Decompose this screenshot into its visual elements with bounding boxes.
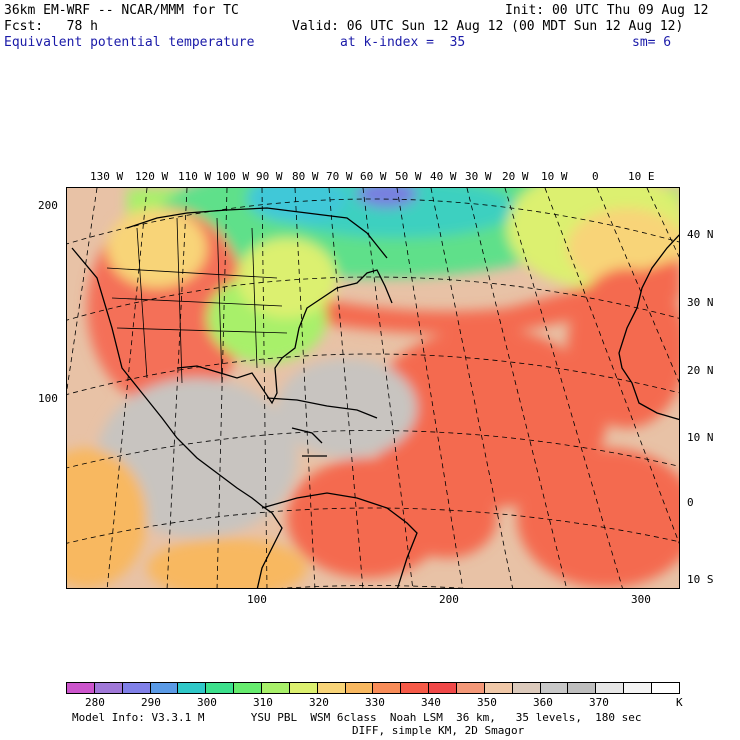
colorbar-label: 340 [421,696,441,709]
grid-y-label: 100 [38,392,58,405]
colorbar-label: 370 [589,696,609,709]
lon-label: 50 W [395,170,422,183]
lon-label: 10 E [628,170,655,183]
colorbar-swatch [150,683,179,693]
colorbar-swatch [652,683,679,693]
colorbar-swatch [122,683,151,693]
colorbar-swatch [94,683,123,693]
theta-e-map [66,187,680,589]
colorbar-swatch [512,683,541,693]
field-shading [67,188,679,588]
lon-label: 100 W [216,170,250,183]
level-info: at k-index = 35 [340,35,466,50]
colorbar-unit: K [676,696,683,709]
colorbar-swatch [317,683,346,693]
colorbar-swatch [234,683,263,693]
valid-time: Valid: 06 UTC Sun 12 Aug 12 (00 MDT Sun … [292,19,684,34]
lat-label: 30 N [687,296,714,309]
colorbar-swatch [262,683,290,693]
lat-label: 0 [687,496,694,509]
lon-label: 70 W [326,170,353,183]
colorbar-swatch [596,683,625,693]
init-time: Init: 00 UTC Thu 09 Aug 12 [505,3,709,18]
grid-x-label: 100 [247,593,267,606]
lat-label: 10 S [687,573,714,586]
colorbar-swatch [568,683,597,693]
lon-label: 120 W [135,170,169,183]
map-canvas [67,188,679,588]
colorbar-swatch [457,683,485,693]
model-info: Model Info: V3.3.1 M YSU PBL WSM 6class … [72,711,642,724]
grid-y-label: 200 [38,199,58,212]
lon-label: 80 W [292,170,319,183]
graticule [67,188,679,588]
lon-label: 130 W [90,170,124,183]
lon-label: 110 W [178,170,212,183]
model-title: 36km EM-WRF -- NCAR/MMM for TC [4,3,239,18]
colorbar [66,682,680,694]
colorbar-label: 280 [85,696,105,709]
lon-label: 10 W [541,170,568,183]
colorbar-label: 300 [197,696,217,709]
colorbar-swatch [540,683,569,693]
colorbar-label: 360 [533,696,553,709]
colorbar-swatch [401,683,430,693]
lon-label: 60 W [360,170,387,183]
lat-label: 40 N [687,228,714,241]
diffusion-info: DIFF, simple KM, 2D Smagor [352,724,525,737]
colorbar-label: 320 [309,696,329,709]
lon-label: 90 W [256,170,283,183]
grid-x-label: 200 [439,593,459,606]
colorbar-swatch [624,683,653,693]
colorbar-label: 310 [253,696,273,709]
lon-label: 0 [592,170,599,183]
lon-label: 30 W [465,170,492,183]
colorbar-swatch [484,683,513,693]
coastlines [71,207,679,588]
colorbar-label: 350 [477,696,497,709]
lon-label: 40 W [430,170,457,183]
smoothing-info: sm= 6 [632,35,672,50]
forecast-hour: Fcst: 78 h [4,19,98,34]
colorbar-swatch [67,683,95,693]
colorbar-label: 330 [365,696,385,709]
colorbar-label: 290 [141,696,161,709]
colorbar-swatch [373,683,402,693]
colorbar-swatch [206,683,235,693]
colorbar-swatch [178,683,207,693]
grid-x-label: 300 [631,593,651,606]
state-borders [106,217,288,384]
lon-label: 20 W [502,170,529,183]
colorbar-swatch [289,683,318,693]
field-name: Equivalent potential temperature [4,35,255,50]
colorbar-swatch [429,683,458,693]
colorbar-swatch [345,683,374,693]
lat-label: 10 N [687,431,714,444]
lat-label: 20 N [687,364,714,377]
